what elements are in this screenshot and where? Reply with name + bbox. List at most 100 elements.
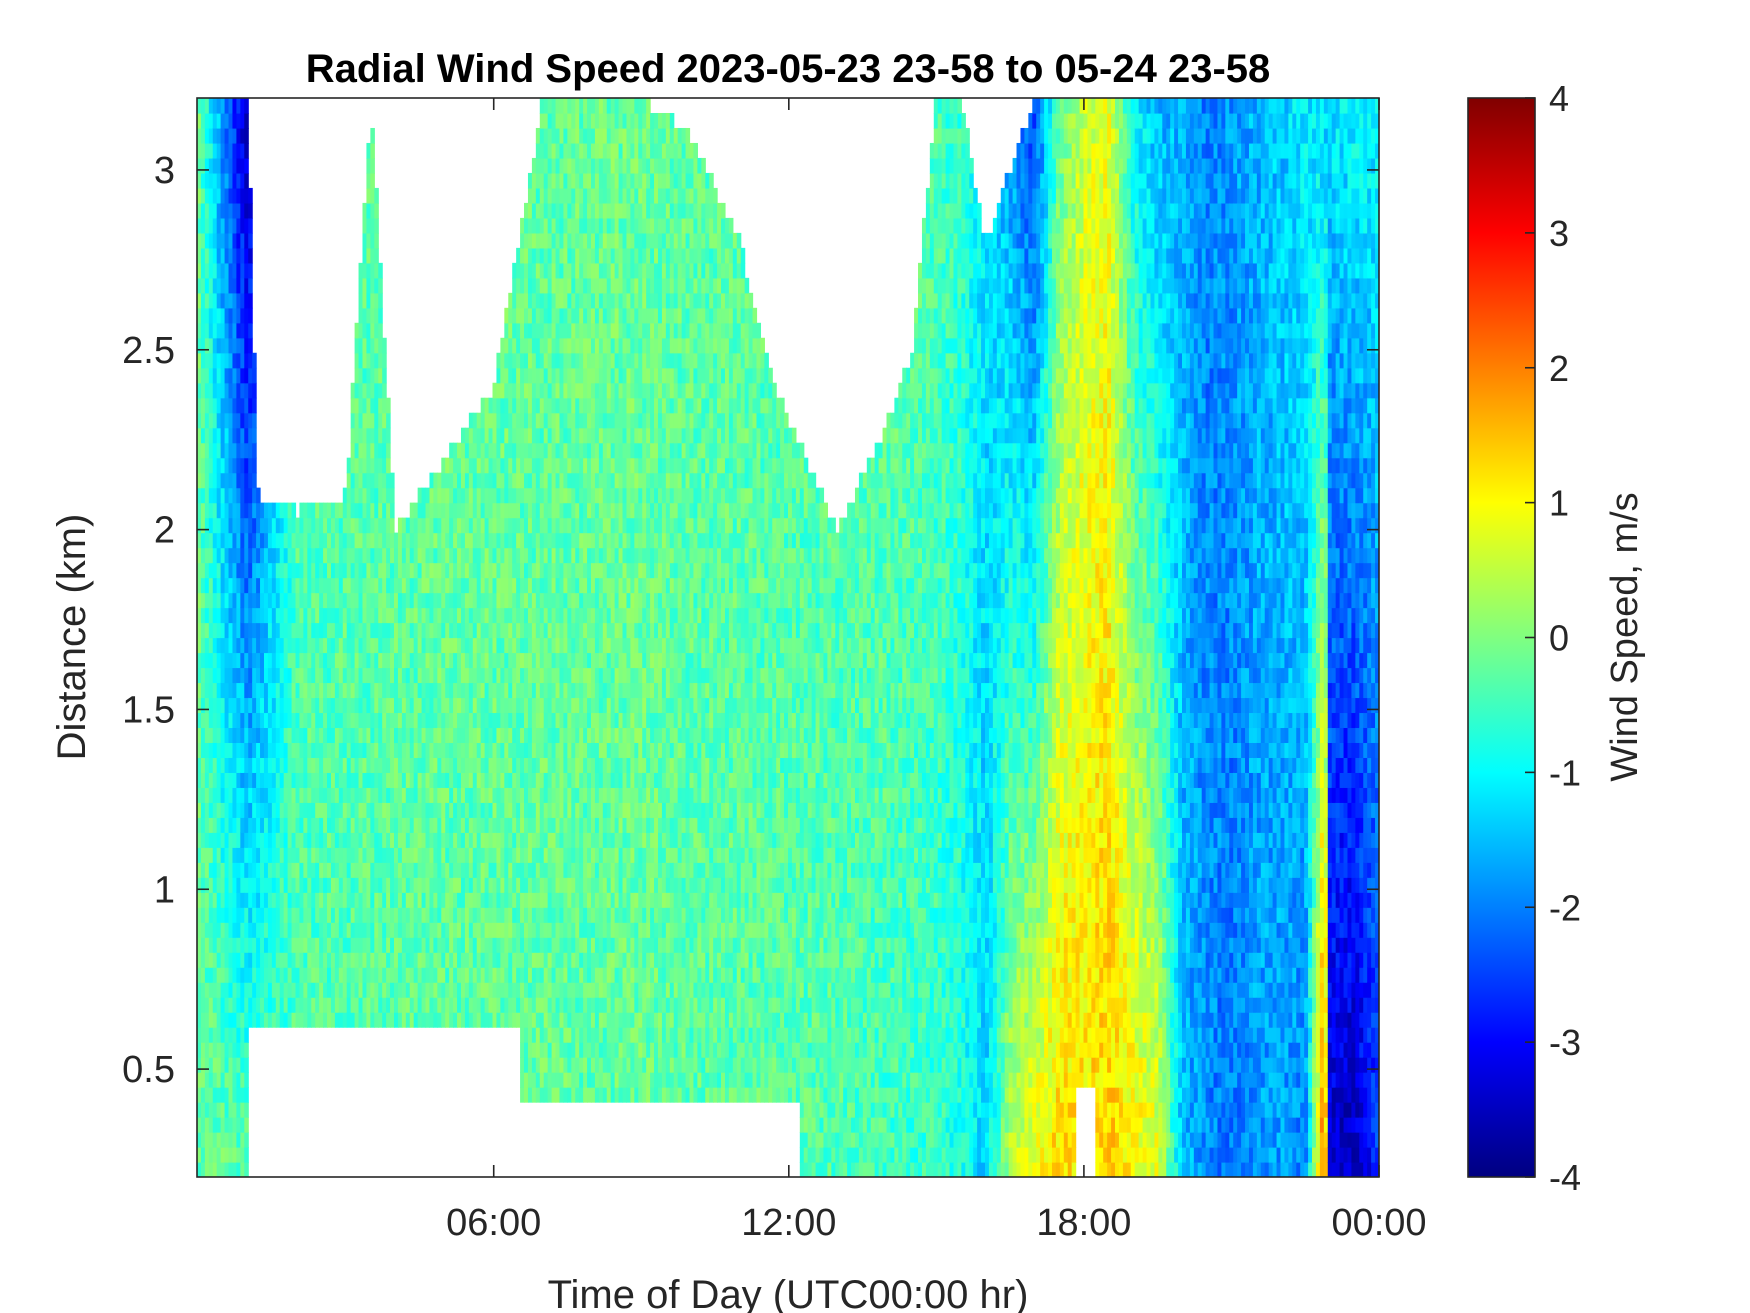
heatmap-cell [276, 982, 281, 998]
heatmap-cell [591, 158, 596, 174]
heatmap-cell [410, 682, 415, 698]
heatmap-cell [512, 1012, 517, 1028]
heatmap-cell [426, 518, 431, 534]
heatmap-cell [232, 188, 237, 204]
heatmap-cell [504, 563, 509, 579]
heatmap-cell [327, 997, 332, 1013]
heatmap-cell [280, 877, 285, 893]
heatmap-cell [489, 428, 494, 444]
heatmap-cell [429, 742, 434, 758]
heatmap-cell [453, 443, 458, 459]
heatmap-cell [205, 608, 210, 624]
heatmap-cell [406, 892, 411, 908]
heatmap-cell [485, 667, 490, 683]
heatmap-cell [504, 667, 509, 683]
heatmap-cell [575, 98, 580, 114]
heatmap-cell [579, 772, 584, 788]
heatmap-cell [201, 428, 206, 444]
heatmap-cell [445, 593, 450, 609]
heatmap-cell [563, 997, 568, 1013]
heatmap-cell [311, 1012, 316, 1028]
heatmap-cell [217, 623, 222, 639]
heatmap-cell [339, 997, 344, 1013]
heatmap-cell [540, 922, 545, 938]
heatmap-cell [583, 413, 588, 429]
heatmap-cell [532, 338, 537, 354]
heatmap-cell [268, 772, 273, 788]
heatmap-cell [209, 1117, 214, 1133]
heatmap-cell [244, 832, 249, 848]
heatmap-cell [512, 413, 517, 429]
heatmap-cell [422, 922, 427, 938]
heatmap-cell [410, 997, 415, 1013]
heatmap-cell [209, 697, 214, 713]
heatmap-cell [217, 248, 222, 264]
heatmap-cell [323, 892, 328, 908]
heatmap-cell [229, 1102, 234, 1118]
heatmap-cell [437, 847, 442, 863]
heatmap-cell [362, 892, 367, 908]
heatmap-cell [370, 398, 375, 414]
heatmap-cell [319, 652, 324, 668]
heatmap-cell [268, 787, 273, 803]
heatmap-cell [339, 802, 344, 818]
heatmap-cell [382, 473, 387, 489]
heatmap-cell [232, 233, 237, 249]
heatmap-cell [524, 383, 529, 399]
heatmap-cell [382, 383, 387, 399]
heatmap-cell [536, 997, 541, 1013]
heatmap-cell [217, 877, 222, 893]
heatmap-cell [292, 997, 297, 1013]
heatmap-cell [532, 757, 537, 773]
heatmap-cell [536, 907, 541, 923]
heatmap-cell [504, 937, 509, 953]
heatmap-cell [221, 1147, 226, 1163]
heatmap-cell [500, 383, 505, 399]
heatmap-cell [370, 1012, 375, 1028]
heatmap-cell [252, 757, 257, 773]
heatmap-cell [221, 1012, 226, 1028]
heatmap-cell [512, 383, 517, 399]
heatmap-cell [481, 578, 486, 594]
heatmap-cell [552, 353, 557, 369]
heatmap-cell [288, 727, 293, 743]
heatmap-cell [213, 458, 218, 474]
heatmap-cell [532, 383, 537, 399]
heatmap-cell [563, 907, 568, 923]
heatmap-cell [229, 937, 234, 953]
heatmap-cell [355, 338, 360, 354]
heatmap-cell [571, 922, 576, 938]
heatmap-cell [544, 772, 549, 788]
heatmap-cell [548, 188, 553, 204]
heatmap-cell [571, 578, 576, 594]
heatmap-cell [433, 652, 438, 668]
heatmap-cell [386, 488, 391, 504]
heatmap-cell [236, 997, 241, 1013]
heatmap-cell [473, 458, 478, 474]
heatmap-cell [272, 907, 277, 923]
heatmap-cell [563, 533, 568, 549]
heatmap-cell [244, 413, 249, 429]
heatmap-cell [359, 757, 364, 773]
heatmap-cell [461, 488, 466, 504]
heatmap-cell [512, 443, 517, 459]
heatmap-cell [359, 368, 364, 384]
heatmap-cell [303, 623, 308, 639]
heatmap-cell [493, 608, 498, 624]
heatmap-cell [469, 652, 474, 668]
heatmap-cell [575, 667, 580, 683]
heatmap-cell [225, 907, 230, 923]
heatmap-cell [449, 802, 454, 818]
heatmap-cell [229, 922, 234, 938]
heatmap-cell [232, 847, 237, 863]
heatmap-cell [532, 233, 537, 249]
heatmap-cell [209, 1147, 214, 1163]
heatmap-cell [461, 473, 466, 489]
heatmap-cell [244, 293, 249, 309]
heatmap-cell [500, 742, 505, 758]
heatmap-cell [571, 158, 576, 174]
heatmap-cell [402, 982, 407, 998]
heatmap-cell [552, 398, 557, 414]
heatmap-cell [556, 413, 561, 429]
heatmap-cell [244, 727, 249, 743]
